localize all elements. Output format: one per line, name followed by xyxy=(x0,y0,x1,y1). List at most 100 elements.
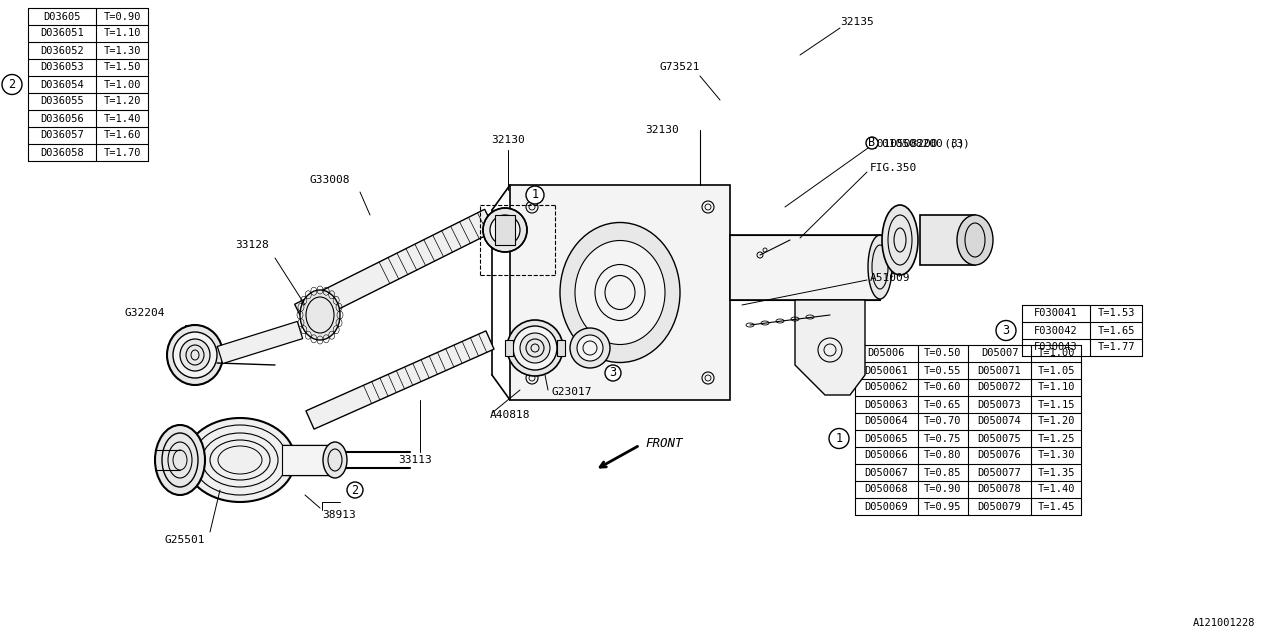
Text: T=0.65: T=0.65 xyxy=(924,399,961,410)
Ellipse shape xyxy=(300,290,340,340)
Text: A40818: A40818 xyxy=(490,410,530,420)
Text: A51009: A51009 xyxy=(870,273,910,283)
Text: D050064: D050064 xyxy=(864,417,909,426)
Polygon shape xyxy=(294,209,495,326)
Text: 010508200 (3): 010508200 (3) xyxy=(882,138,970,148)
Text: D050065: D050065 xyxy=(864,433,909,444)
Text: T=1.10: T=1.10 xyxy=(1037,383,1075,392)
Text: 38913: 38913 xyxy=(323,510,356,520)
Text: D050077: D050077 xyxy=(978,467,1021,477)
Text: D036057: D036057 xyxy=(40,131,84,141)
Text: T=1.35: T=1.35 xyxy=(1037,467,1075,477)
Text: T=0.55: T=0.55 xyxy=(924,365,961,376)
Text: 3: 3 xyxy=(609,367,617,380)
Text: T=1.20: T=1.20 xyxy=(1037,417,1075,426)
Bar xyxy=(282,445,330,475)
Text: G25501: G25501 xyxy=(165,535,205,545)
Text: T=1.70: T=1.70 xyxy=(104,147,141,157)
Text: T=1.20: T=1.20 xyxy=(104,97,141,106)
Text: T=0.50: T=0.50 xyxy=(924,349,961,358)
Text: D050078: D050078 xyxy=(978,484,1021,495)
Text: FIG.350: FIG.350 xyxy=(870,163,918,173)
Text: F030041: F030041 xyxy=(1034,308,1078,319)
Bar xyxy=(920,215,975,265)
Text: 32130: 32130 xyxy=(492,135,525,145)
Text: 2: 2 xyxy=(352,483,358,497)
Text: D050074: D050074 xyxy=(978,417,1021,426)
Text: D050068: D050068 xyxy=(864,484,909,495)
Circle shape xyxy=(867,137,878,149)
Text: G23017: G23017 xyxy=(552,387,593,397)
Text: 33128: 33128 xyxy=(236,240,269,250)
Ellipse shape xyxy=(323,442,347,478)
Polygon shape xyxy=(306,331,494,429)
Text: D036052: D036052 xyxy=(40,45,84,56)
Text: A121001228: A121001228 xyxy=(1193,618,1254,628)
Polygon shape xyxy=(795,300,865,395)
Text: 1: 1 xyxy=(836,432,842,445)
Text: D036053: D036053 xyxy=(40,63,84,72)
Text: T=1.65: T=1.65 xyxy=(1097,326,1135,335)
Text: FRONT: FRONT xyxy=(645,437,682,450)
Text: T=0.75: T=0.75 xyxy=(924,433,961,444)
Bar xyxy=(557,340,564,356)
Text: D050061: D050061 xyxy=(864,365,909,376)
Ellipse shape xyxy=(166,325,223,385)
Text: T=1.00: T=1.00 xyxy=(1037,349,1075,358)
Ellipse shape xyxy=(173,332,218,378)
Text: D036054: D036054 xyxy=(40,79,84,90)
Text: T=1.30: T=1.30 xyxy=(104,45,141,56)
Text: D050071: D050071 xyxy=(978,365,1021,376)
Text: T=1.25: T=1.25 xyxy=(1037,433,1075,444)
Text: D036056: D036056 xyxy=(40,113,84,124)
Text: T=0.60: T=0.60 xyxy=(924,383,961,392)
Text: D036051: D036051 xyxy=(40,29,84,38)
Text: F030043: F030043 xyxy=(1034,342,1078,353)
Text: 3: 3 xyxy=(1002,324,1010,337)
Text: D036058: D036058 xyxy=(40,147,84,157)
Text: D050067: D050067 xyxy=(864,467,909,477)
Ellipse shape xyxy=(882,205,918,275)
Text: 32135: 32135 xyxy=(840,17,874,27)
Ellipse shape xyxy=(155,425,205,495)
Text: T=1.05: T=1.05 xyxy=(1037,365,1075,376)
Text: G33008: G33008 xyxy=(310,175,351,185)
Text: D050075: D050075 xyxy=(978,433,1021,444)
Bar xyxy=(506,340,513,356)
Circle shape xyxy=(829,429,849,449)
Ellipse shape xyxy=(483,208,527,252)
Text: T=0.90: T=0.90 xyxy=(104,12,141,22)
Bar xyxy=(509,185,730,400)
Text: D050069: D050069 xyxy=(864,502,909,511)
Text: T=1.40: T=1.40 xyxy=(1037,484,1075,495)
Text: D050062: D050062 xyxy=(864,383,909,392)
Text: D050076: D050076 xyxy=(978,451,1021,461)
Text: T=1.45: T=1.45 xyxy=(1037,502,1075,511)
Text: D050072: D050072 xyxy=(978,383,1021,392)
Ellipse shape xyxy=(507,320,563,376)
Text: G32204: G32204 xyxy=(124,308,165,318)
Ellipse shape xyxy=(490,215,520,245)
Text: T=1.40: T=1.40 xyxy=(104,113,141,124)
Text: T=1.00: T=1.00 xyxy=(104,79,141,90)
Text: D050073: D050073 xyxy=(978,399,1021,410)
Text: T=1.53: T=1.53 xyxy=(1097,308,1135,319)
Text: T=0.70: T=0.70 xyxy=(924,417,961,426)
Ellipse shape xyxy=(575,241,666,344)
Text: D050079: D050079 xyxy=(978,502,1021,511)
Ellipse shape xyxy=(577,335,603,361)
Text: D03605: D03605 xyxy=(44,12,81,22)
Text: 33113: 33113 xyxy=(398,455,431,465)
Ellipse shape xyxy=(520,333,550,363)
Ellipse shape xyxy=(186,418,294,502)
Text: T=1.15: T=1.15 xyxy=(1037,399,1075,410)
Text: D05006: D05006 xyxy=(868,349,905,358)
Text: T=0.85: T=0.85 xyxy=(924,467,961,477)
Text: 1: 1 xyxy=(531,189,539,202)
Text: G73521: G73521 xyxy=(659,62,700,72)
Circle shape xyxy=(526,186,544,204)
Ellipse shape xyxy=(561,223,680,362)
Circle shape xyxy=(347,482,364,498)
Ellipse shape xyxy=(570,328,611,368)
Text: T=1.30: T=1.30 xyxy=(1037,451,1075,461)
